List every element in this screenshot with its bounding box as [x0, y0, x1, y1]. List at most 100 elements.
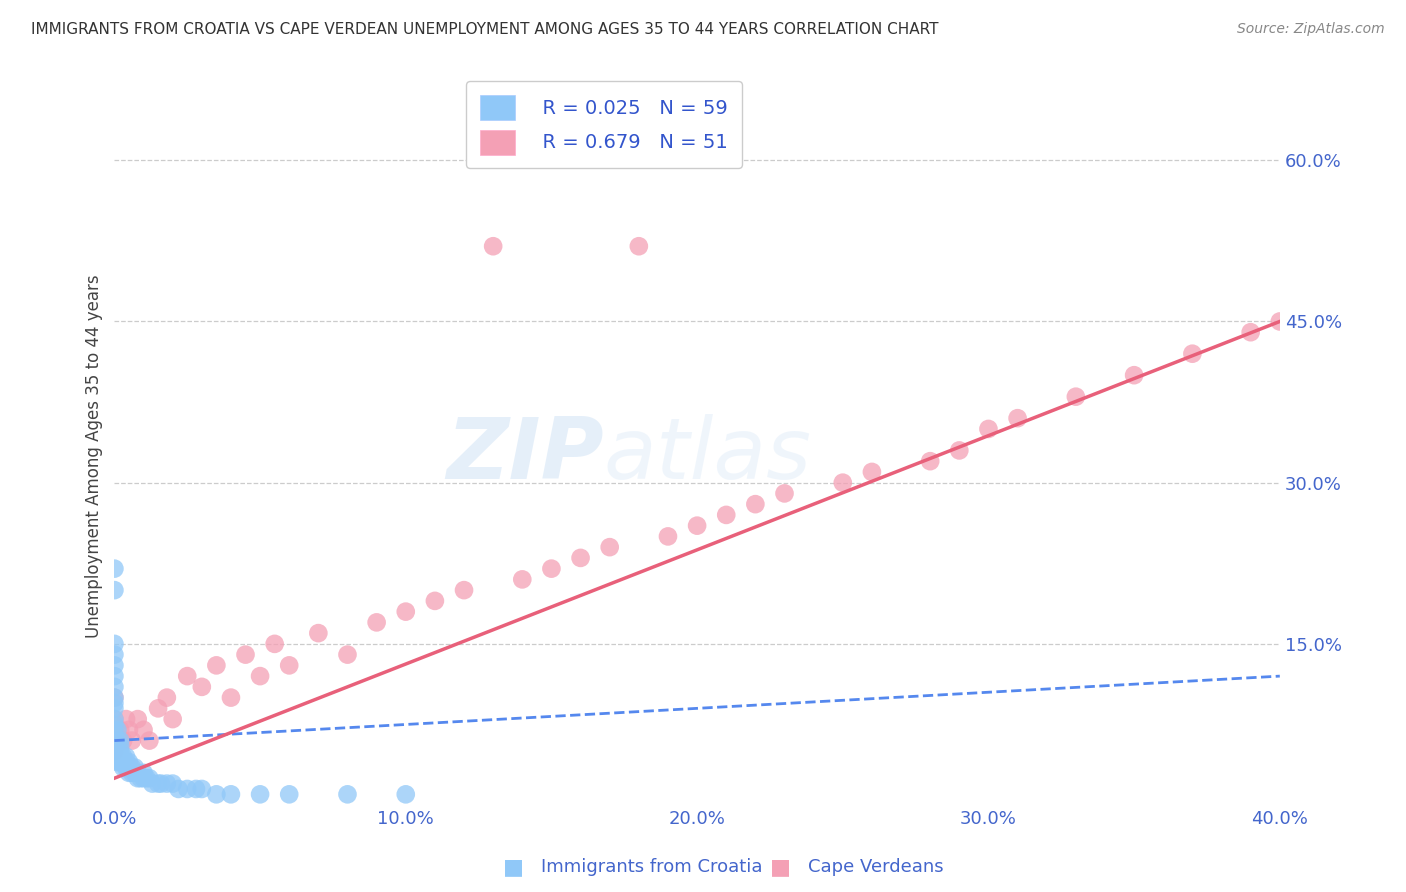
- Point: [1268, 314, 1291, 328]
- Point: [219, 788, 242, 802]
- Point: [146, 776, 169, 790]
- Legend:   R = 0.025   N = 59,   R = 0.679   N = 51: R = 0.025 N = 59, R = 0.679 N = 51: [467, 81, 741, 169]
- Point: [831, 475, 853, 490]
- Point: [118, 723, 141, 737]
- Point: [118, 755, 141, 769]
- Point: [127, 712, 149, 726]
- Text: atlas: atlas: [603, 414, 811, 498]
- Point: [860, 465, 883, 479]
- Point: [132, 771, 155, 785]
- Point: [482, 239, 505, 253]
- Point: [744, 497, 766, 511]
- Text: Source: ZipAtlas.com: Source: ZipAtlas.com: [1237, 22, 1385, 37]
- Point: [278, 658, 301, 673]
- Text: ZIP: ZIP: [446, 414, 603, 498]
- Point: [135, 771, 157, 785]
- Point: [103, 637, 125, 651]
- Point: [510, 573, 533, 587]
- Point: [205, 658, 228, 673]
- Point: [1240, 325, 1263, 339]
- Point: [191, 680, 214, 694]
- Point: [103, 701, 125, 715]
- Point: [132, 765, 155, 780]
- Point: [176, 781, 198, 796]
- Point: [773, 486, 796, 500]
- Point: [103, 658, 125, 673]
- Point: [105, 755, 128, 769]
- Point: [1007, 411, 1029, 425]
- Point: [124, 765, 146, 780]
- Point: [1123, 368, 1146, 383]
- Point: [156, 690, 179, 705]
- Point: [112, 760, 135, 774]
- Point: [105, 723, 128, 737]
- Point: [453, 583, 475, 598]
- Point: [336, 648, 359, 662]
- Point: [657, 529, 679, 543]
- Point: [103, 717, 125, 731]
- Point: [1181, 347, 1204, 361]
- Point: [205, 788, 228, 802]
- Point: [103, 690, 125, 705]
- Point: [167, 781, 190, 796]
- Point: [118, 760, 141, 774]
- Point: [219, 690, 242, 705]
- Point: [103, 744, 125, 758]
- Point: [121, 760, 143, 774]
- Point: [112, 733, 135, 747]
- Point: [121, 733, 143, 747]
- Point: [184, 781, 207, 796]
- Point: [627, 239, 650, 253]
- Point: [920, 454, 942, 468]
- Point: [599, 540, 621, 554]
- Point: [249, 788, 271, 802]
- Point: [110, 733, 132, 747]
- Point: [336, 788, 359, 802]
- Point: [716, 508, 738, 522]
- Point: [129, 771, 152, 785]
- Point: [176, 669, 198, 683]
- Point: [115, 760, 138, 774]
- Point: [423, 594, 446, 608]
- Text: Immigrants from Croatia: Immigrants from Croatia: [541, 858, 763, 876]
- Point: [110, 739, 132, 753]
- Text: Cape Verdeans: Cape Verdeans: [808, 858, 943, 876]
- Point: [103, 744, 125, 758]
- Point: [278, 788, 301, 802]
- Point: [235, 648, 257, 662]
- Point: [103, 583, 125, 598]
- Point: [162, 776, 184, 790]
- Point: [141, 776, 163, 790]
- Point: [138, 771, 160, 785]
- Point: [686, 518, 709, 533]
- Point: [103, 733, 125, 747]
- Point: [132, 723, 155, 737]
- Point: [162, 712, 184, 726]
- Point: [977, 422, 1000, 436]
- Point: [103, 696, 125, 710]
- Point: [115, 712, 138, 726]
- Point: [307, 626, 329, 640]
- Point: [103, 680, 125, 694]
- Point: [366, 615, 388, 630]
- Point: [150, 776, 173, 790]
- Point: [127, 771, 149, 785]
- Point: [105, 733, 128, 747]
- Point: [127, 765, 149, 780]
- Point: [146, 701, 169, 715]
- Point: [395, 605, 418, 619]
- Text: ■: ■: [770, 857, 790, 877]
- Point: [103, 561, 125, 575]
- Point: [103, 712, 125, 726]
- Point: [110, 749, 132, 764]
- Point: [249, 669, 271, 683]
- Y-axis label: Unemployment Among Ages 35 to 44 years: Unemployment Among Ages 35 to 44 years: [86, 274, 103, 638]
- Point: [105, 733, 128, 747]
- Point: [1064, 390, 1087, 404]
- Point: [115, 755, 138, 769]
- Point: [191, 781, 214, 796]
- Point: [103, 712, 125, 726]
- Point: [103, 648, 125, 662]
- Point: [948, 443, 970, 458]
- Point: [395, 788, 418, 802]
